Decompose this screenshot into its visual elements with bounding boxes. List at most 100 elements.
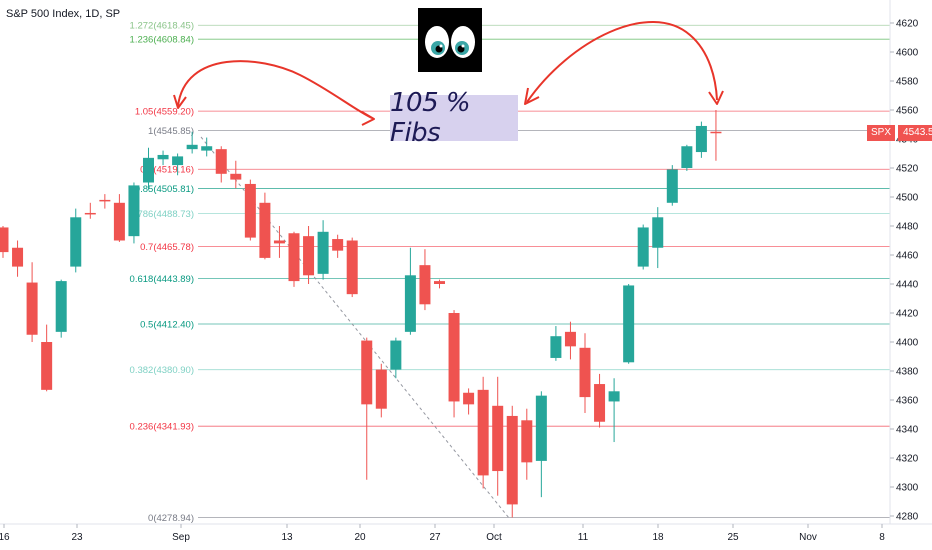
candle xyxy=(26,262,38,342)
candle xyxy=(448,310,460,418)
y-tick-label: 4460 xyxy=(896,251,919,262)
y-tick-label: 4520 xyxy=(896,164,919,175)
candle xyxy=(70,208,82,273)
annotation-text: 105 % Fibs xyxy=(390,88,471,148)
left-arrow xyxy=(173,60,375,126)
fib-label: 1(4545.85) xyxy=(148,126,194,137)
x-tick-label: 8 xyxy=(879,532,885,543)
eyes-icon xyxy=(418,8,482,72)
y-tick-label: 4420 xyxy=(896,309,919,320)
x-tick-label: Oct xyxy=(486,532,502,543)
candle xyxy=(695,121,707,158)
candle xyxy=(244,179,256,241)
candle xyxy=(579,333,591,414)
y-tick-label: 4380 xyxy=(896,367,919,378)
fib-label: 0.786(4488.73) xyxy=(130,209,194,220)
candle xyxy=(113,194,125,242)
candle xyxy=(594,373,606,428)
candle xyxy=(419,249,431,311)
right-arrow xyxy=(524,20,724,105)
candle xyxy=(375,363,387,418)
x-tick-label: 27 xyxy=(429,532,441,543)
last-price-tag: SPX 4543.57 xyxy=(867,125,932,141)
candle xyxy=(361,337,373,480)
fib-grid xyxy=(198,24,890,518)
candle xyxy=(506,405,518,518)
candle xyxy=(230,160,242,189)
x-tick-label: 13 xyxy=(281,532,293,543)
fib-label: 0.382(4380.90) xyxy=(130,365,194,376)
last-price-value: 4543.57 xyxy=(898,125,932,141)
candle xyxy=(608,378,620,443)
y-tick-label: 4580 xyxy=(896,77,919,88)
candle xyxy=(201,137,213,157)
candle xyxy=(535,391,547,498)
candle xyxy=(186,131,198,154)
y-tick-label: 4280 xyxy=(896,512,919,523)
annotation-box: 105 % Fibs xyxy=(390,88,518,148)
candle xyxy=(404,247,416,335)
y-tick-label: 4400 xyxy=(896,338,919,349)
candle xyxy=(128,182,140,244)
candle xyxy=(55,279,67,338)
candle xyxy=(492,376,504,496)
candle xyxy=(550,326,562,361)
candle xyxy=(41,324,53,392)
candle xyxy=(317,220,329,280)
y-tick-label: 4360 xyxy=(896,396,919,407)
candle xyxy=(710,110,722,161)
candles xyxy=(0,110,722,518)
x-tick-label: 25 xyxy=(727,532,739,543)
candle xyxy=(84,202,96,219)
y-tick-label: 4340 xyxy=(896,425,919,436)
x-axis: 16 23 Sep 13 20 27 Oct 11 18 25 Nov 8 xyxy=(0,523,932,543)
fib-label: 0.618(4443.89) xyxy=(130,274,194,285)
x-tick-label: 23 xyxy=(71,532,83,543)
candle xyxy=(273,226,285,258)
candle xyxy=(521,408,533,480)
fib-label: 1.272(4618.45) xyxy=(130,21,194,32)
candle xyxy=(434,279,445,289)
fib-label: 0.236(4341.93) xyxy=(130,422,194,433)
candle xyxy=(332,234,344,258)
candle xyxy=(477,376,489,489)
y-axis: 4280 4300 4320 4340 4360 4380 4400 4420 4440 4460… xyxy=(889,0,919,524)
fib-label: 0.85(4505.81) xyxy=(135,184,194,195)
symbol-label: SPX xyxy=(867,125,896,141)
y-tick-label: 4500 xyxy=(896,193,919,204)
fib-label: 0(4278.94) xyxy=(148,513,194,524)
candle xyxy=(390,337,402,379)
candle xyxy=(0,226,9,258)
x-tick-label: Sep xyxy=(172,532,190,543)
candle xyxy=(12,240,24,277)
x-tick-label: Nov xyxy=(799,532,817,543)
y-tick-label: 4300 xyxy=(896,483,919,494)
candle xyxy=(143,147,154,190)
fib-label: 0.5(4412.40) xyxy=(140,320,194,331)
fib-label: 0.7(4465.78) xyxy=(140,242,194,253)
candle xyxy=(346,237,358,298)
candle xyxy=(288,231,300,287)
candle xyxy=(623,284,635,364)
candle xyxy=(172,153,184,176)
candle xyxy=(564,321,576,360)
x-tick-label: 16 xyxy=(0,532,10,543)
candle xyxy=(637,224,649,270)
candle xyxy=(215,146,227,183)
candle xyxy=(99,194,111,209)
y-tick-label: 4320 xyxy=(896,454,919,465)
y-tick-label: 4480 xyxy=(896,222,919,233)
fib-label: 1.236(4608.84) xyxy=(130,35,194,46)
y-tick-label: 4440 xyxy=(896,280,919,291)
y-tick-label: 4620 xyxy=(896,19,919,30)
candle xyxy=(259,192,271,260)
x-tick-label: 11 xyxy=(578,532,589,543)
fib-trend-line xyxy=(200,136,510,519)
y-tick-label: 4560 xyxy=(896,106,919,117)
candle xyxy=(157,150,169,166)
fib-label: 0.9(4519.16) xyxy=(140,165,194,176)
candle xyxy=(463,388,475,415)
fib-label: 1.05(4559.20) xyxy=(135,107,194,118)
candle xyxy=(652,207,664,269)
